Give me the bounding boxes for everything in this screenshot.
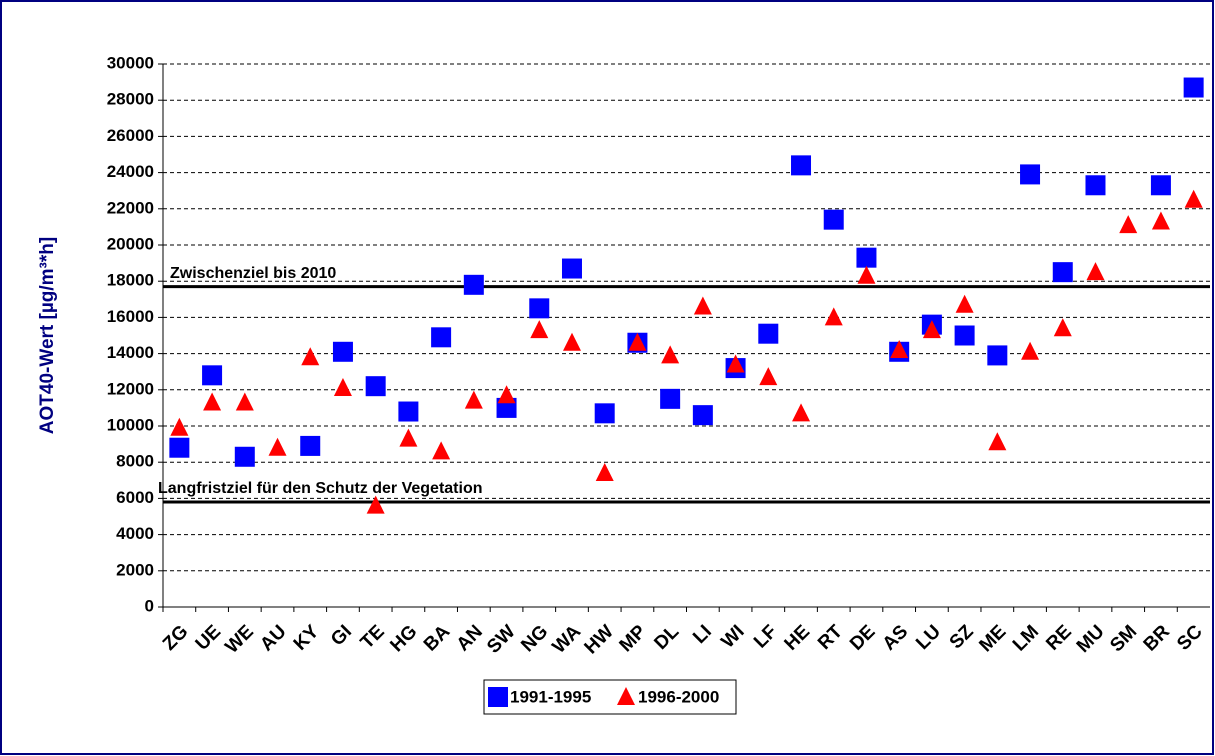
marker-triangle — [1053, 318, 1072, 337]
legend-label: 1991-1995 — [510, 687, 591, 706]
legend-swatch — [617, 687, 635, 705]
y-tick-label: 4000 — [116, 524, 154, 543]
legend-swatch — [488, 687, 508, 707]
marker-triangle — [955, 294, 974, 313]
marker-triangle — [792, 403, 811, 422]
marker-square — [692, 405, 713, 426]
y-tick-label: 28000 — [107, 90, 154, 109]
marker-triangle — [399, 428, 418, 447]
marker-square — [300, 435, 321, 456]
marker-square — [954, 325, 975, 346]
y-tick-label: 6000 — [116, 488, 154, 507]
y-tick-label: 30000 — [107, 53, 154, 72]
marker-square — [332, 341, 353, 362]
marker-triangle — [1119, 215, 1138, 234]
y-tick-label: 12000 — [107, 379, 154, 398]
marker-triangle — [824, 307, 843, 326]
marker-square — [169, 437, 190, 458]
marker-triangle — [1086, 262, 1105, 281]
marker-triangle — [268, 437, 287, 456]
marker-square — [660, 388, 681, 409]
marker-square — [561, 258, 582, 279]
y-tick-label: 16000 — [107, 307, 154, 326]
marker-square — [987, 345, 1008, 366]
y-tick-label: 18000 — [107, 271, 154, 290]
marker-triangle — [1151, 211, 1170, 230]
marker-triangle — [988, 432, 1007, 451]
marker-square — [823, 209, 844, 230]
marker-square — [398, 401, 419, 422]
marker-triangle — [170, 417, 189, 436]
y-tick-label: 0 — [145, 596, 154, 615]
y-tick-label: 24000 — [107, 162, 154, 181]
marker-triangle — [759, 367, 778, 386]
marker-triangle — [922, 320, 941, 339]
marker-triangle — [1184, 189, 1203, 208]
y-tick-label: 10000 — [107, 415, 154, 434]
marker-triangle — [726, 354, 745, 373]
marker-triangle — [693, 296, 712, 315]
marker-square — [529, 298, 550, 319]
legend-label: 1996-2000 — [638, 687, 719, 706]
marker-triangle — [628, 332, 647, 351]
marker-square — [365, 376, 386, 397]
y-axis-label: AOT40-Wert [µg/m³*h] — [37, 237, 58, 434]
marker-square — [1150, 175, 1171, 196]
marker-square — [1183, 77, 1204, 98]
marker-square — [594, 403, 615, 424]
marker-square — [856, 247, 877, 268]
marker-triangle — [432, 441, 451, 460]
marker-triangle — [890, 339, 909, 358]
marker-square — [1052, 262, 1073, 283]
marker-square — [431, 327, 452, 348]
marker-square — [202, 365, 223, 386]
marker-triangle — [203, 392, 222, 411]
marker-triangle — [857, 265, 876, 284]
marker-triangle — [497, 385, 516, 404]
marker-square — [1085, 175, 1106, 196]
marker-triangle — [661, 345, 680, 364]
y-tick-label: 26000 — [107, 126, 154, 145]
y-tick-label: 2000 — [116, 560, 154, 579]
marker-square — [234, 446, 255, 467]
marker-triangle — [595, 463, 614, 482]
marker-triangle — [562, 332, 581, 351]
marker-square — [758, 323, 779, 344]
marker-triangle — [333, 377, 352, 396]
reference-label: Langfristziel für den Schutz der Vegetat… — [158, 480, 482, 497]
y-tick-label: 8000 — [116, 452, 154, 471]
y-tick-label: 22000 — [107, 198, 154, 217]
legend-box — [483, 679, 737, 715]
marker-square — [1020, 164, 1041, 185]
marker-triangle — [464, 390, 483, 409]
marker-triangle — [530, 320, 549, 339]
marker-triangle — [301, 347, 320, 366]
reference-label: Zwischenziel bis 2010 — [170, 265, 336, 282]
marker-triangle — [235, 392, 254, 411]
marker-triangle — [1021, 341, 1040, 360]
marker-square — [463, 274, 484, 295]
y-tick-label: 20000 — [107, 234, 154, 253]
marker-triangle — [366, 495, 385, 514]
marker-square — [791, 155, 812, 176]
y-tick-label: 14000 — [107, 343, 154, 362]
